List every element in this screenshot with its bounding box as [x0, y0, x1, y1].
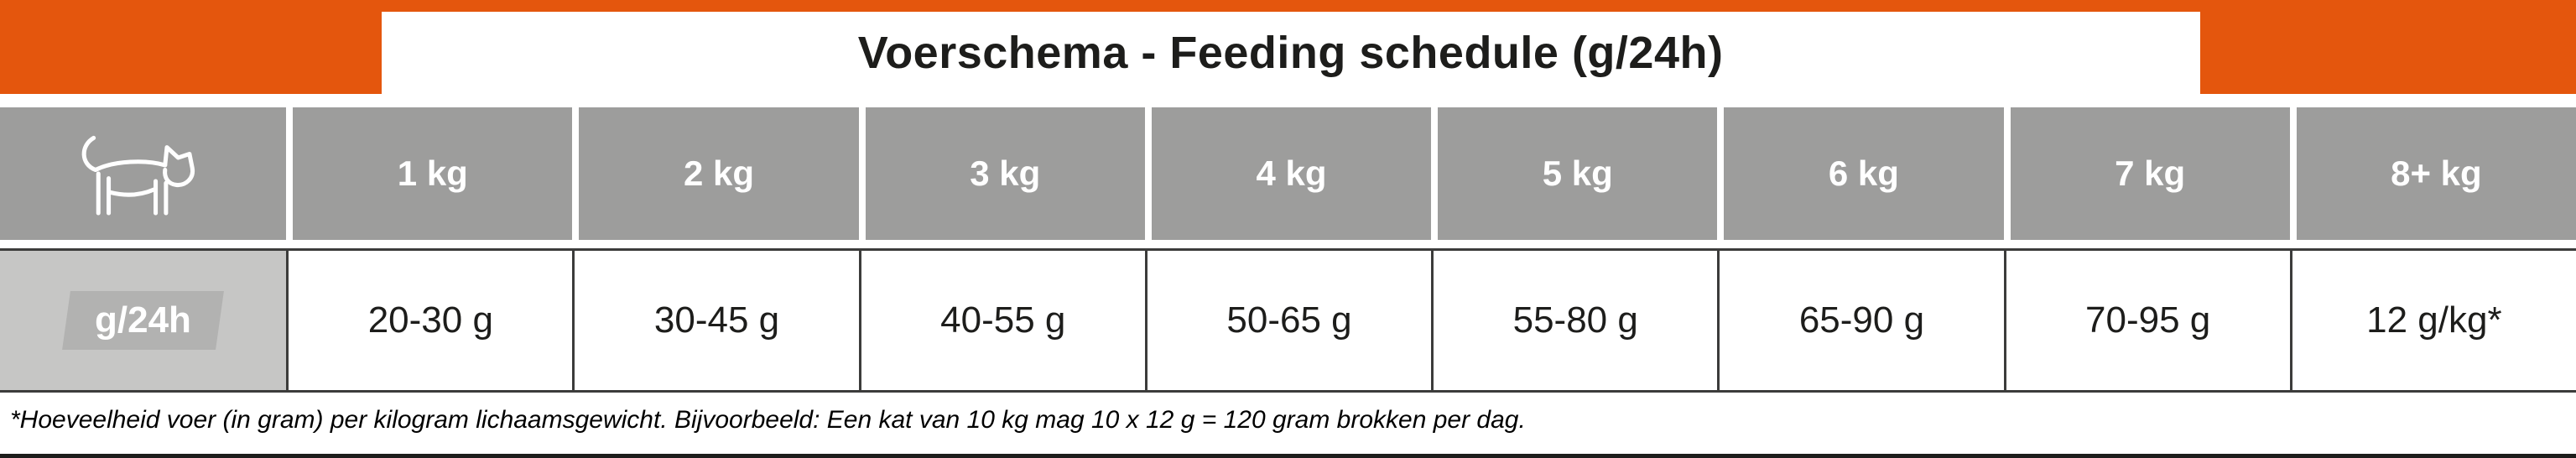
title-banner: Voerschema - Feeding schedule (g/24h)	[0, 0, 2576, 94]
rows-gap	[0, 240, 2576, 248]
feeding-value-cell: 65-90 g	[1717, 251, 2004, 390]
title-band: Voerschema - Feeding schedule (g/24h)	[381, 12, 2200, 94]
feeding-value-cell: 40-55 g	[858, 251, 1145, 390]
feeding-value-cell: 12 g/kg*	[2289, 251, 2576, 390]
feeding-value-cell: 70-95 g	[2003, 251, 2290, 390]
g24h-badge: g/24h	[62, 291, 224, 350]
feeding-value-cell: 20-30 g	[286, 251, 573, 390]
g24h-badge-label: g/24h	[95, 299, 192, 341]
banner-gap	[0, 94, 2576, 107]
weight-header-row: 1 kg 2 kg 3 kg 4 kg 5 kg 6 kg 7 kg 8+ kg	[0, 107, 2576, 240]
page-title: Voerschema - Feeding schedule (g/24h)	[857, 28, 1724, 78]
weight-column-header: 8+ kg	[2289, 107, 2576, 240]
feeding-value-cell: 55-80 g	[1431, 251, 1718, 390]
feeding-values-row: g/24h 20-30 g 30-45 g 40-55 g 50-65 g 55…	[0, 248, 2576, 393]
row-label-cell: g/24h	[0, 251, 287, 390]
feeding-value-cell: 30-45 g	[572, 251, 859, 390]
weight-column-header: 6 kg	[1717, 107, 2004, 240]
bottom-divider	[0, 454, 2576, 458]
weight-column-header: 4 kg	[1144, 107, 1432, 240]
footnote-text: *Hoeveelheid voer (in gram) per kilogram…	[10, 406, 1526, 434]
cat-icon	[81, 135, 195, 216]
footnote-area: *Hoeveelheid voer (in gram) per kilogram…	[0, 393, 2576, 458]
weight-column-header: 5 kg	[1431, 107, 1718, 240]
weight-column-header: 3 kg	[858, 107, 1145, 240]
cat-corner-cell	[0, 107, 287, 240]
weight-column-header: 2 kg	[572, 107, 859, 240]
feeding-value-cell: 50-65 g	[1144, 251, 1432, 390]
weight-column-header: 1 kg	[286, 107, 573, 240]
weight-column-header: 7 kg	[2003, 107, 2290, 240]
